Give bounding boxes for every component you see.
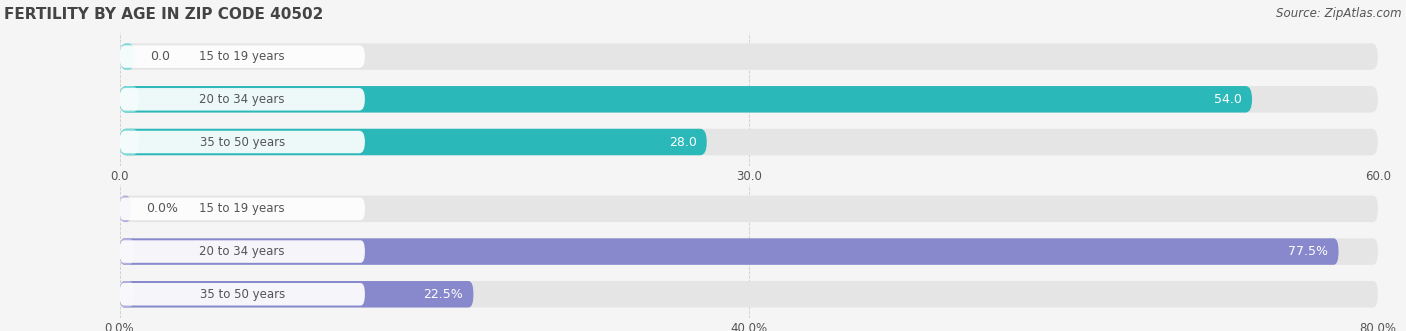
- Text: 20 to 34 years: 20 to 34 years: [200, 245, 285, 258]
- FancyBboxPatch shape: [120, 238, 1339, 265]
- FancyBboxPatch shape: [120, 43, 1378, 70]
- FancyBboxPatch shape: [120, 86, 139, 113]
- FancyBboxPatch shape: [120, 86, 1378, 113]
- Text: 54.0: 54.0: [1215, 93, 1241, 106]
- Text: Source: ZipAtlas.com: Source: ZipAtlas.com: [1277, 7, 1402, 20]
- FancyBboxPatch shape: [120, 196, 1378, 222]
- FancyBboxPatch shape: [120, 281, 474, 307]
- Text: 28.0: 28.0: [669, 135, 697, 149]
- FancyBboxPatch shape: [120, 129, 707, 155]
- FancyBboxPatch shape: [120, 281, 134, 307]
- Text: 0.0: 0.0: [150, 50, 170, 63]
- FancyBboxPatch shape: [120, 240, 366, 263]
- FancyBboxPatch shape: [120, 43, 135, 70]
- FancyBboxPatch shape: [120, 45, 366, 68]
- FancyBboxPatch shape: [120, 88, 366, 111]
- Text: 77.5%: 77.5%: [1288, 245, 1329, 258]
- FancyBboxPatch shape: [120, 129, 139, 155]
- Text: 0.0%: 0.0%: [146, 202, 179, 215]
- FancyBboxPatch shape: [120, 238, 1378, 265]
- Text: 35 to 50 years: 35 to 50 years: [200, 288, 285, 301]
- Text: 35 to 50 years: 35 to 50 years: [200, 135, 285, 149]
- FancyBboxPatch shape: [120, 238, 134, 265]
- FancyBboxPatch shape: [120, 86, 1251, 113]
- FancyBboxPatch shape: [120, 283, 366, 306]
- FancyBboxPatch shape: [120, 196, 131, 222]
- Text: 15 to 19 years: 15 to 19 years: [200, 202, 285, 215]
- FancyBboxPatch shape: [120, 281, 1378, 307]
- FancyBboxPatch shape: [120, 129, 1378, 155]
- Text: 15 to 19 years: 15 to 19 years: [200, 50, 285, 63]
- Text: 22.5%: 22.5%: [423, 288, 464, 301]
- FancyBboxPatch shape: [120, 198, 366, 220]
- Text: 20 to 34 years: 20 to 34 years: [200, 93, 285, 106]
- Text: FERTILITY BY AGE IN ZIP CODE 40502: FERTILITY BY AGE IN ZIP CODE 40502: [4, 7, 323, 22]
- FancyBboxPatch shape: [120, 131, 366, 153]
